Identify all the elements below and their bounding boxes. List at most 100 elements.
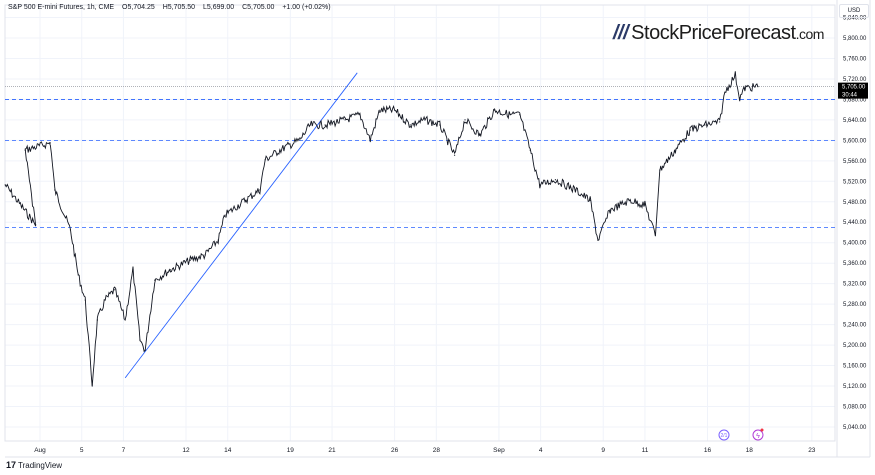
price-point — [453, 154, 456, 156]
time-tick-label: 28 — [433, 447, 441, 454]
time-tick-label: 11 — [642, 447, 649, 454]
time-tick-label: 19 — [287, 447, 295, 454]
price-tick-label: 5,720.00 — [843, 77, 867, 83]
open-value: O5,704.25 — [122, 4, 155, 11]
price-point — [84, 299, 86, 301]
time-tick-label: 9 — [601, 447, 605, 454]
price-point — [744, 87, 746, 89]
price-point — [409, 124, 411, 126]
price-point — [264, 159, 266, 161]
currency-button[interactable]: USD — [839, 4, 869, 18]
time-tick-label: 7 — [122, 447, 126, 454]
price-point — [244, 199, 246, 201]
price-point — [124, 319, 126, 321]
price-point — [379, 109, 381, 111]
price-point — [224, 214, 226, 216]
lightning-icon[interactable] — [752, 429, 764, 441]
price-point — [259, 189, 261, 191]
price-point — [479, 134, 481, 136]
bar-countdown-label: 30:44 — [842, 93, 858, 99]
price-point — [114, 289, 116, 291]
tradingview-logo-icon: 17 — [6, 460, 17, 470]
time-tick-label: 4 — [539, 447, 543, 454]
tradingview-brand[interactable]: 17 TradingView — [6, 460, 63, 470]
price-point — [189, 259, 191, 261]
price-point — [554, 179, 557, 181]
logo-slashes-icon: /// — [613, 22, 629, 44]
price-point — [96, 319, 98, 321]
price-point — [24, 149, 26, 151]
price-point — [35, 224, 37, 226]
price-point — [589, 199, 591, 201]
price-point — [169, 269, 171, 271]
split-icon[interactable] — [718, 429, 730, 441]
price-point — [369, 139, 371, 141]
price-tick-label: 5,360.00 — [843, 261, 867, 267]
price-point — [539, 184, 541, 186]
symbol-title: S&P 500 E-mini Futures, 1h, CME — [8, 4, 115, 11]
price-tick-label: 5,120.00 — [843, 384, 867, 390]
price-point — [724, 91, 726, 93]
logo: ///StockPriceForecast.com — [613, 22, 824, 44]
price-point — [674, 149, 676, 151]
price-point — [464, 119, 466, 121]
price-point — [493, 109, 496, 111]
time-tick-label: 23 — [808, 447, 816, 454]
price-point — [217, 239, 219, 241]
price-tick-label: 5,760.00 — [843, 56, 867, 62]
price-point — [299, 139, 301, 141]
price-point — [597, 239, 599, 241]
last-price-badge — [838, 82, 868, 99]
symbol-legend: S&P 500 E-mini Futures, 1h, CME O5,704.2… — [8, 4, 337, 11]
price-tick-label: 5,520.00 — [843, 179, 867, 185]
price-point — [69, 229, 72, 231]
price-tick-label: 5,200.00 — [843, 343, 867, 349]
price-tick-label: 5,600.00 — [843, 138, 867, 144]
price-point — [439, 124, 441, 126]
price-point — [154, 279, 156, 281]
price-point — [509, 114, 511, 116]
price-tick-label: 5,480.00 — [843, 200, 867, 206]
price-point — [104, 299, 106, 301]
price-tick-label: 5,240.00 — [843, 323, 867, 329]
price-point — [279, 149, 281, 151]
price-point — [54, 189, 56, 191]
notification-dot — [760, 428, 764, 432]
price-point — [4, 184, 6, 186]
price-point — [719, 121, 721, 123]
price-tick-label: 5,320.00 — [843, 282, 867, 288]
price-point — [204, 254, 206, 256]
price-tick-label: 5,680.00 — [843, 97, 867, 103]
price-point — [309, 124, 311, 126]
price-tick-label: 5,280.00 — [843, 302, 867, 308]
price-point — [132, 269, 134, 271]
price-tick-label: 5,160.00 — [843, 364, 867, 370]
price-point — [344, 119, 346, 121]
time-tick-label: Aug — [34, 447, 46, 454]
split-icon-glyph: 2/1 — [721, 433, 728, 439]
price-point — [734, 74, 736, 76]
plot-frame — [4, 4, 836, 442]
time-tick-label: 18 — [746, 447, 754, 454]
price-point — [424, 119, 426, 121]
price-tick-label: 5,400.00 — [843, 241, 867, 247]
last-price-label: 5,705.00 — [842, 85, 866, 91]
time-tick-label: 21 — [328, 447, 336, 454]
price-point — [529, 149, 531, 151]
price-tick-label: 5,040.00 — [843, 425, 867, 431]
change-value: +1.00 (+0.02%) — [282, 4, 331, 11]
time-tick-label: 12 — [182, 447, 190, 454]
price-point — [324, 124, 326, 126]
price-point — [689, 129, 691, 131]
price-point — [91, 384, 93, 386]
price-point — [359, 114, 361, 116]
time-tick-label: Sep — [493, 447, 505, 454]
price-tick-label: 5,440.00 — [843, 220, 867, 226]
price-point — [77, 274, 79, 276]
time-tick-label: 16 — [704, 447, 712, 454]
price-point — [757, 86, 759, 88]
price-point — [644, 204, 646, 206]
price-point — [394, 109, 396, 111]
price-point — [659, 169, 661, 171]
